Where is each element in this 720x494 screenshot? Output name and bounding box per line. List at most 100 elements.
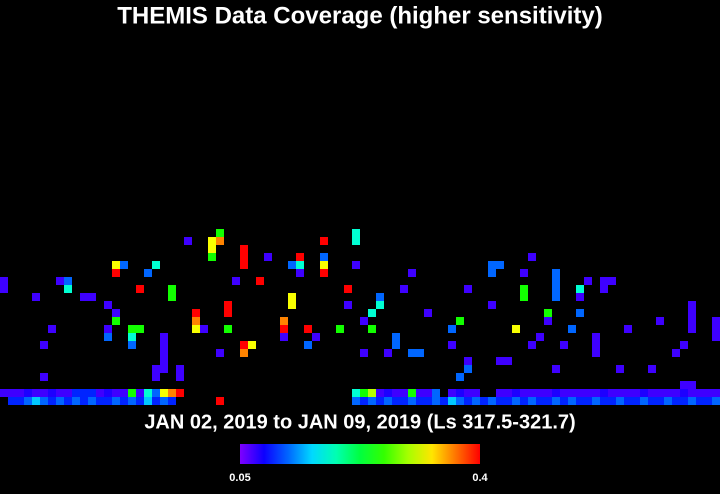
- cell: [296, 261, 304, 269]
- cell: [192, 309, 200, 317]
- cell: [368, 397, 376, 405]
- cell: [536, 397, 544, 405]
- cell: [216, 397, 224, 405]
- cell: [448, 397, 456, 405]
- cell: [384, 389, 392, 397]
- cell: [216, 237, 224, 245]
- cell: [552, 397, 560, 405]
- cell: [648, 397, 656, 405]
- cell: [288, 301, 296, 309]
- cell: [664, 397, 672, 405]
- cell: [688, 301, 696, 309]
- cell: [688, 309, 696, 317]
- cell: [552, 365, 560, 373]
- cell: [704, 389, 712, 397]
- cell: [504, 397, 512, 405]
- cell: [320, 261, 328, 269]
- cell: [560, 397, 568, 405]
- cell: [464, 365, 472, 373]
- cell: [488, 269, 496, 277]
- cell: [168, 285, 176, 293]
- cell: [712, 389, 720, 397]
- cell: [104, 333, 112, 341]
- cell: [376, 293, 384, 301]
- cell: [280, 317, 288, 325]
- cell: [568, 397, 576, 405]
- cell: [88, 389, 96, 397]
- cell: [288, 261, 296, 269]
- cell: [152, 365, 160, 373]
- cell: [584, 397, 592, 405]
- cell: [312, 333, 320, 341]
- cell: [352, 229, 360, 237]
- cell: [464, 285, 472, 293]
- cell: [368, 389, 376, 397]
- cell: [208, 237, 216, 245]
- cell: [592, 397, 600, 405]
- cell: [0, 277, 8, 285]
- cell: [432, 397, 440, 405]
- cell: [376, 301, 384, 309]
- cell: [224, 325, 232, 333]
- cell: [608, 389, 616, 397]
- cell: [168, 293, 176, 301]
- cell: [240, 341, 248, 349]
- cell: [104, 301, 112, 309]
- chart-subtitle: JAN 02, 2019 to JAN 09, 2019 (Ls 317.5-3…: [144, 411, 575, 433]
- cell: [496, 389, 504, 397]
- cell: [472, 397, 480, 405]
- cell: [536, 389, 544, 397]
- cell: [600, 397, 608, 405]
- cell: [80, 397, 88, 405]
- cell: [496, 397, 504, 405]
- cell: [352, 237, 360, 245]
- cell: [176, 389, 184, 397]
- cell: [152, 261, 160, 269]
- cell: [672, 397, 680, 405]
- cell: [208, 245, 216, 253]
- cell: [576, 389, 584, 397]
- cell: [528, 389, 536, 397]
- cell: [160, 349, 168, 357]
- cell: [120, 389, 128, 397]
- cell: [664, 389, 672, 397]
- cell: [424, 389, 432, 397]
- cell: [656, 389, 664, 397]
- cell: [216, 349, 224, 357]
- cell: [552, 277, 560, 285]
- cell: [240, 245, 248, 253]
- cell: [472, 389, 480, 397]
- cell: [152, 397, 160, 405]
- cell: [520, 285, 528, 293]
- cell: [384, 397, 392, 405]
- cell: [576, 309, 584, 317]
- cell: [136, 397, 144, 405]
- cell: [160, 365, 168, 373]
- cell: [128, 325, 136, 333]
- cell: [120, 397, 128, 405]
- cell: [544, 397, 552, 405]
- cell: [72, 397, 80, 405]
- cell: [680, 397, 688, 405]
- cell: [536, 333, 544, 341]
- cell: [296, 269, 304, 277]
- cell: [240, 261, 248, 269]
- cell: [456, 397, 464, 405]
- cell: [712, 397, 720, 405]
- cell: [488, 301, 496, 309]
- cell: [24, 389, 32, 397]
- cell: [688, 381, 696, 389]
- cell: [544, 317, 552, 325]
- cell: [520, 293, 528, 301]
- cell: [360, 389, 368, 397]
- cell: [408, 349, 416, 357]
- cell: [392, 389, 400, 397]
- cell: [104, 389, 112, 397]
- cell: [376, 389, 384, 397]
- cell: [704, 397, 712, 405]
- cell: [624, 325, 632, 333]
- cell: [584, 277, 592, 285]
- cell: [440, 397, 448, 405]
- cell: [0, 389, 8, 397]
